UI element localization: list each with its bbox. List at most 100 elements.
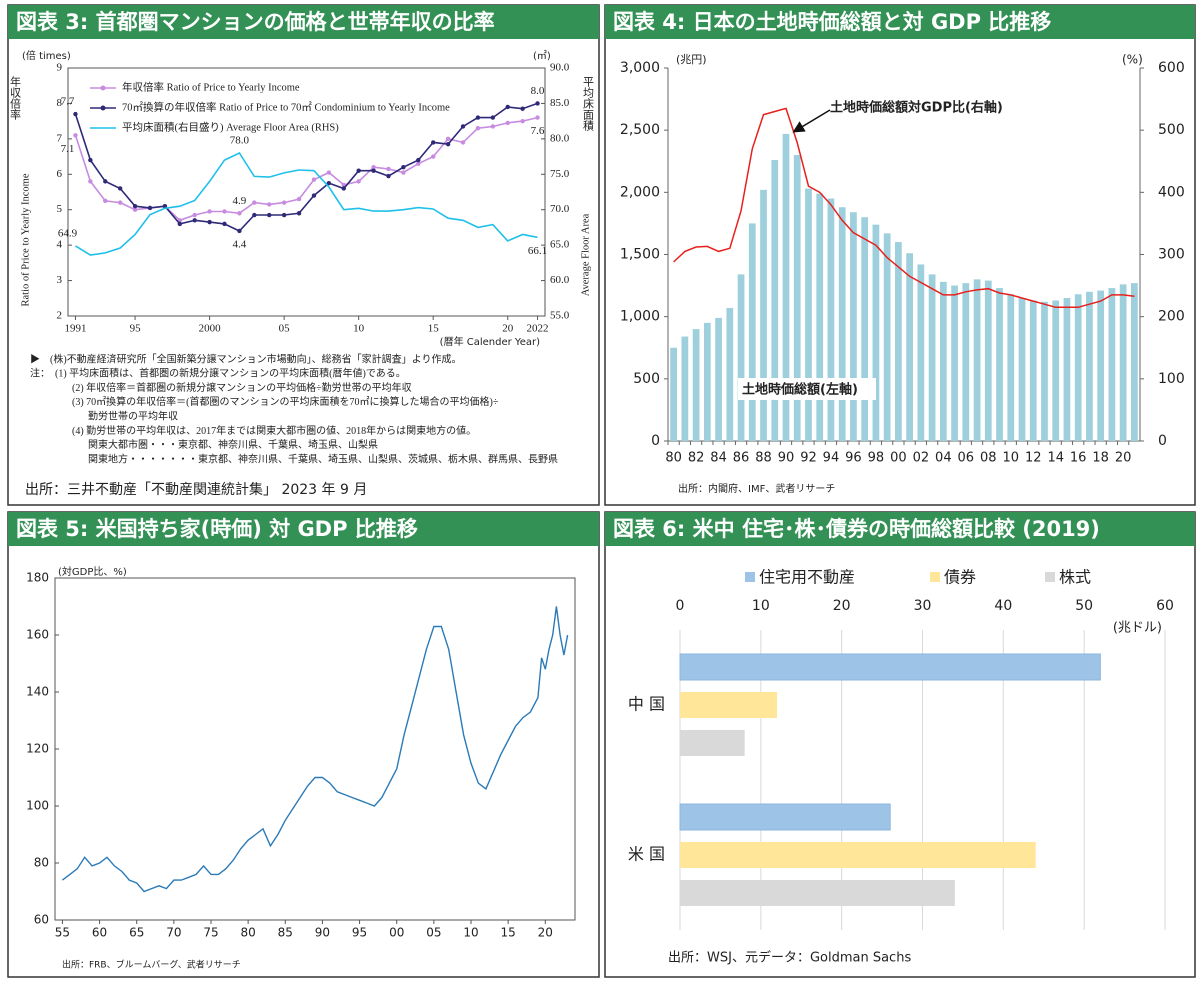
legend-label: 株式 [1059,568,1091,587]
note: ▶ (株)不動産経済研究所「全国新築分譲マンション市場動向」、総務省「家計調査」… [30,352,461,365]
point [88,179,93,184]
bar [1007,294,1015,441]
y-unit: (対GDP比、%) [58,565,127,578]
y2-tick-label: 400 [1158,184,1185,200]
bar [1018,298,1026,441]
y-tick-label: 1,500 [620,247,660,263]
point [311,193,317,198]
x-tick-label: 20 [1115,451,1132,466]
point [445,141,451,147]
y2-tick-label: 100 [1158,371,1185,387]
point [431,154,436,159]
point [490,124,496,129]
y2-tick-label: 55.0 [550,310,570,322]
legend-label: 平均床面積(右目盛り) Average Floor Area (RHS) [122,120,339,133]
point [207,219,212,225]
bar [703,322,711,441]
point [311,177,317,182]
bar [1029,300,1037,441]
bar [861,217,869,441]
bar [951,285,958,441]
point [207,209,212,214]
x-tick-label: 92 [800,451,817,466]
x-tick-label: 30 [914,598,932,614]
x-tick-label: 95 [130,323,142,335]
x-tick-label: 20 [538,926,553,940]
bar [838,207,846,441]
point [177,221,182,227]
legend-label: 年収倍率 Ratio of Price to Yearly Income [122,80,300,93]
y-tick-label: 0 [651,433,660,449]
y2-tick-label: 0 [1158,433,1167,449]
point [73,133,78,138]
x-tick-label: 18 [1092,451,1109,466]
y2-tick-label: 70.0 [550,203,570,215]
source: 出所：内閣府、IMF、武者リサーチ [678,482,835,495]
x-tick-label: 55 [55,926,70,940]
point [132,203,138,209]
y-tick-label: 3,000 [620,60,660,76]
point [416,161,421,166]
x-tick-label: 80 [241,926,256,940]
x-tick-label: 00 [890,451,907,466]
x-tick-label: 70 [166,926,181,940]
series-line [673,107,1135,309]
panel-title: 図表 4: 日本の土地時価総額と対 GDP 比推移 [613,10,1051,34]
y2-unit: (%) [1122,53,1143,67]
y-unit: (兆円) [676,53,707,66]
bar [827,198,835,441]
y-tick-label: 3 [57,274,63,286]
x-tick-label: 08 [980,451,997,466]
bar [973,279,981,441]
legend-swatch [930,572,940,582]
data-label: 7.1 [61,143,75,155]
x-tick-label: 2022 [527,323,549,335]
legend-label: 住宅用不動産 [759,568,855,587]
bar [1131,283,1138,441]
x-tick-label: 86 [733,451,750,466]
x-tick-label: 65 [129,926,144,940]
y-tick-label: 120 [26,742,49,756]
point [103,198,108,204]
x-tick-label: 75 [203,926,218,940]
x-tick-label: 88 [755,451,772,466]
point [386,166,391,172]
point [326,170,332,175]
x-tick-label: 84 [710,451,727,466]
x-tick-label: 60 [1156,598,1174,614]
panel-header [605,5,1195,39]
point [490,115,496,120]
bar [1052,300,1060,441]
bar [748,223,756,441]
point [431,140,436,145]
y-tick-label: 2 [57,310,63,322]
y2-tick-label: 65.0 [550,239,570,251]
point [192,218,197,223]
legend-swatch [745,572,755,582]
panel-frame [7,511,600,978]
point [117,200,123,205]
point [252,212,257,218]
point [445,136,451,142]
xlabel: (暦年 Calender Year) [440,335,540,348]
plot: 2 3 4 5 6 7 8 9 55.0 60.0 65.0 70.0 75.0 80.0 85.0 90.0… [8,62,594,466]
x-tick-label: 00 [389,926,404,940]
y-tick-label: 7 [57,132,63,144]
point [88,157,93,163]
bar [760,189,767,441]
series-label: 土地時価総額(左軸) [742,382,858,398]
source: 出所：FRB、ブルームバーグ、武者リサーチ [62,959,241,971]
point [132,207,138,212]
y2-tick-label: 75.0 [550,168,570,180]
x-tick-label: 12 [1025,451,1042,466]
bar [1097,290,1105,441]
data-label: 7.6 [531,125,545,137]
note: (4) 勤労世帯の平均年収は、2017年までは関東大都市圏の値、2018年からは… [72,424,476,437]
x-tick-label: 95 [352,926,367,940]
legend-label: 70㎡換算の年収倍率 Ratio of Price to 70㎡ Condomi… [122,100,450,113]
series-line [74,102,538,232]
x-tick-label: 16 [1070,451,1087,466]
point [475,126,481,131]
panel-title: 図表 3: 首都圏マンションの価格と世帯年収の比率 [16,10,495,34]
bar [872,224,880,441]
